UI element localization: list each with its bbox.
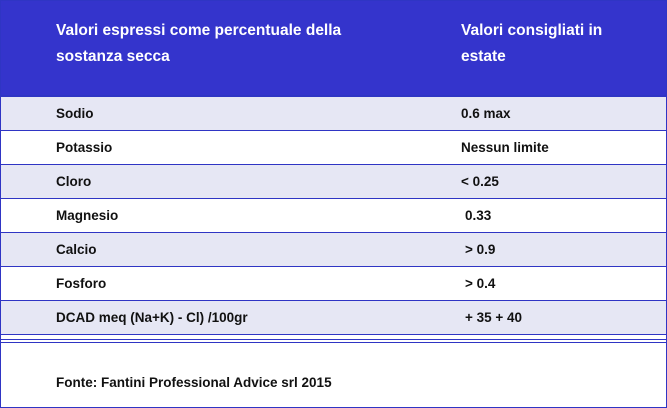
row-value: > 0.4	[465, 276, 496, 291]
row-parameter: Cloro	[56, 174, 92, 189]
source-note: Fonte: Fantini Professional Advice srl 2…	[56, 375, 332, 390]
table-row: Calcio > 0.9	[1, 233, 666, 267]
row-value: > 0.9	[465, 242, 496, 257]
row-value: 0.33	[465, 208, 492, 223]
row-parameter: Calcio	[56, 242, 97, 257]
row-parameter: Fosforo	[56, 276, 107, 291]
table-row: Sodio 0.6 max	[1, 97, 666, 131]
header-divider	[1, 95, 666, 97]
row-value: 0.6 max	[461, 106, 511, 121]
header-col-parameter: Valori espressi come percentuale della s…	[56, 22, 342, 65]
table-row: Fosforo > 0.4	[1, 267, 666, 301]
table-row: Magnesio 0.33	[1, 199, 666, 233]
header-col-summer-values: Valori consigliati in estate	[461, 22, 603, 65]
row-value: + 35 + 40	[465, 310, 523, 325]
table-body: Sodio 0.6 max Potassio Nessun limite Clo…	[1, 97, 666, 335]
table-row: DCAD meq (Na+K) - Cl) /100gr + 35 + 40	[1, 301, 666, 335]
row-parameter: Magnesio	[56, 208, 119, 223]
row-value: Nessun limite	[461, 140, 549, 155]
row-parameter: Sodio	[56, 106, 94, 121]
row-parameter: Potassio	[56, 140, 113, 155]
table-row: Potassio Nessun limite	[1, 131, 666, 165]
table-row: Cloro < 0.25	[1, 165, 666, 199]
footer-double-rule	[1, 339, 666, 343]
row-parameter: DCAD meq (Na+K) - Cl) /100gr	[56, 310, 248, 325]
table-header: Valori espressi come percentuale della s…	[1, 1, 666, 95]
row-value: < 0.25	[461, 174, 499, 189]
